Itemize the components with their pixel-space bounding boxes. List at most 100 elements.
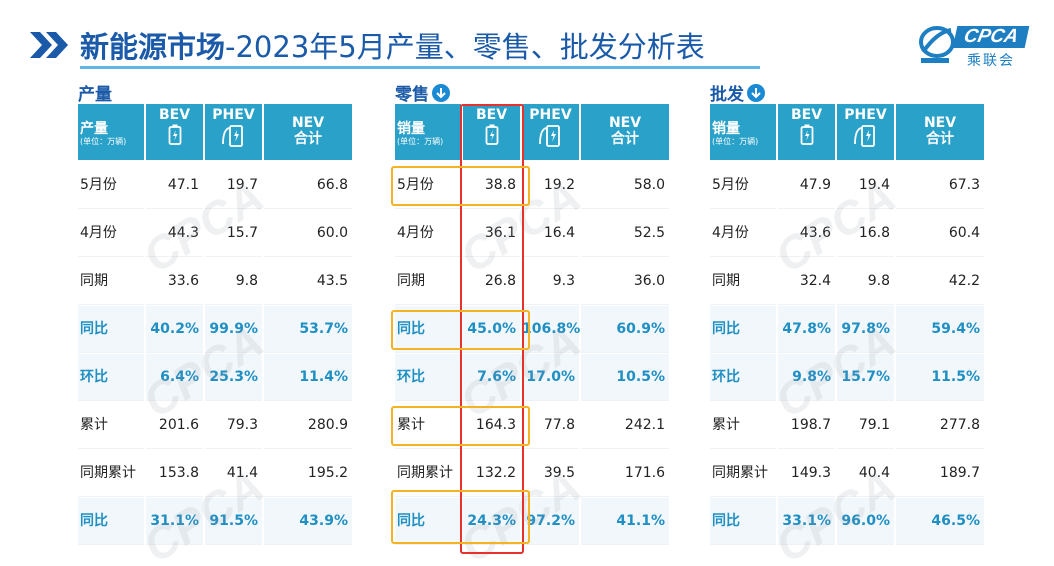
- table-cell: 79.1: [837, 402, 894, 449]
- row-label: 同比: [78, 306, 144, 353]
- row-label: 同比: [395, 306, 461, 353]
- table-cell: 44.3: [146, 210, 203, 257]
- table-cell: 33.1%: [778, 498, 835, 545]
- table-cell: 47.8%: [778, 306, 835, 353]
- table-cell: 60.0: [264, 210, 352, 257]
- row-highlight-box: [391, 406, 530, 446]
- row-label: 同期: [710, 258, 776, 305]
- table-cell: 195.2: [264, 450, 352, 497]
- table-cell: 40.4: [837, 450, 894, 497]
- header-nev: NEV 合计: [581, 104, 669, 160]
- table-cell: 38.8: [463, 162, 520, 209]
- row-highlight-box: [391, 166, 530, 206]
- logo-brand-text: CPCA: [952, 26, 1030, 48]
- table-cell: 60.9%: [581, 306, 669, 353]
- table-cell: 97.8%: [837, 306, 894, 353]
- table-cell: 277.8: [896, 402, 984, 449]
- table-cell: 19.4: [837, 162, 894, 209]
- title-underline: [80, 66, 760, 69]
- table-cell: 66.8: [264, 162, 352, 209]
- row-label: 同比: [710, 306, 776, 353]
- table-cell: 9.8: [205, 258, 262, 305]
- table-cell: 91.5%: [205, 498, 262, 545]
- logo-brand-cn: 乘联会: [967, 53, 1015, 69]
- header-unit-cell: 产量 (单位：万辆): [78, 104, 144, 160]
- row-label: 5月份: [710, 162, 776, 209]
- table-cell: 171.6: [581, 450, 669, 497]
- table-cell: 59.4%: [896, 306, 984, 353]
- table-cell: 43.5: [264, 258, 352, 305]
- table-cell: 47.1: [146, 162, 203, 209]
- table-cell: 25.3%: [205, 354, 262, 401]
- table-cell: 32.4: [778, 258, 835, 305]
- row-label: 4月份: [395, 210, 461, 257]
- table-cell: 9.8: [837, 258, 894, 305]
- table-cell: 19.2: [522, 162, 579, 209]
- table-cell: 189.7: [896, 450, 984, 497]
- header-phev: PHEV: [205, 104, 262, 160]
- row-label: 5月份: [78, 162, 144, 209]
- table-cell: 6.4%: [146, 354, 203, 401]
- row-label: 同期累计: [78, 450, 144, 497]
- table-cell: 97.2%: [522, 498, 579, 545]
- table-cell: 58.0: [581, 162, 669, 209]
- table-cell: 60.4: [896, 210, 984, 257]
- table-cell: 52.5: [581, 210, 669, 257]
- row-highlight-box: [391, 490, 530, 544]
- section-label: 产量: [78, 85, 112, 105]
- section-label: 零售: [395, 80, 450, 105]
- table-cell: 15.7%: [837, 354, 894, 401]
- row-highlight-box: [391, 310, 530, 350]
- table-cell: 46.5%: [896, 498, 984, 545]
- cpca-logo: CPCA 乘联会: [917, 20, 1032, 70]
- table-cell: 164.3: [463, 402, 520, 449]
- cpca-mark-icon: [919, 26, 955, 63]
- battery-icon: [463, 124, 520, 146]
- table-cell: 10.5%: [581, 354, 669, 401]
- header-phev: PHEV: [837, 104, 894, 160]
- table-cell: 36.1: [463, 210, 520, 257]
- row-label: 4月份: [78, 210, 144, 257]
- table-cell: 33.6: [146, 258, 203, 305]
- table-cell: 77.8: [522, 402, 579, 449]
- row-label: 累计: [710, 402, 776, 449]
- row-label: 4月份: [710, 210, 776, 257]
- row-label: 同期: [395, 258, 461, 305]
- table-cell: 26.8: [463, 258, 520, 305]
- table-cell: 198.7: [778, 402, 835, 449]
- bev-column-highlight-box: [460, 104, 524, 554]
- table-cell: 106.8%: [522, 306, 580, 353]
- table-cell: 153.8: [146, 450, 203, 497]
- table-cell: 7.6%: [463, 354, 520, 401]
- table-cell: 24.3%: [463, 498, 520, 545]
- row-label: 累计: [395, 402, 461, 449]
- table-cell: 19.7: [205, 162, 262, 209]
- page-header: 新能源市场-2023年5月产量、零售、批发分析表: [28, 22, 705, 68]
- table-cell: 96.0%: [837, 498, 894, 545]
- row-label: 同期累计: [395, 450, 461, 497]
- table-cell: 17.0%: [522, 354, 579, 401]
- table-cell: 36.0: [581, 258, 669, 305]
- table-cell: 11.5%: [896, 354, 984, 401]
- header-bev: BEV: [146, 104, 203, 160]
- row-label: 同期累计: [710, 450, 776, 497]
- header-nev: NEV 合计: [896, 104, 984, 160]
- header-phev: PHEV: [522, 104, 579, 160]
- table-cell: 41.1%: [581, 498, 669, 545]
- table-cell: 31.1%: [146, 498, 203, 545]
- page-title: 新能源市场-2023年5月产量、零售、批发分析表: [80, 30, 705, 64]
- section-label: 批发: [710, 80, 765, 105]
- row-label: 同比: [395, 498, 461, 545]
- charging-pump-icon: [837, 124, 894, 148]
- table-cell: 99.9%: [205, 306, 262, 353]
- battery-icon: [146, 124, 203, 146]
- row-label: 同比: [78, 498, 144, 545]
- table-cell: 16.4: [522, 210, 579, 257]
- table-cell: 201.6: [146, 402, 203, 449]
- table-cell: 15.7: [205, 210, 262, 257]
- table-cell: 16.8: [837, 210, 894, 257]
- table-cell: 42.2: [896, 258, 984, 305]
- row-label: 环比: [395, 354, 461, 401]
- table-cell: 132.2: [463, 450, 520, 497]
- table-cell: 47.9: [778, 162, 835, 209]
